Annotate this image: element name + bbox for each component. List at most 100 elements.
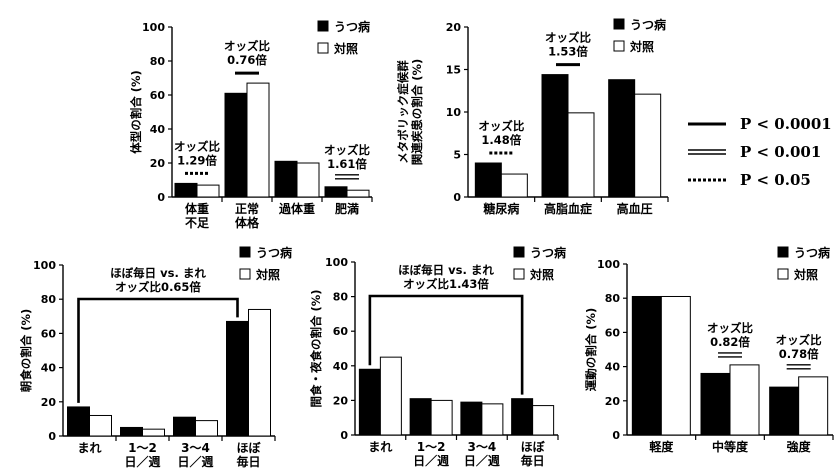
x-tick-label: まれ <box>368 440 392 454</box>
x-tick-label: 3～4 <box>181 441 210 455</box>
y-tick-label: 80 <box>41 293 57 306</box>
legend-label: うつ病 <box>530 245 566 260</box>
bar-depression <box>474 162 502 198</box>
odds-ratio-label: 1.29倍 <box>177 153 217 167</box>
odds-ratio-label: オッズ比 <box>224 39 270 53</box>
legend-label: 対照 <box>333 41 358 56</box>
bar-depression <box>173 416 196 437</box>
y-axis-label: 間食・夜食の割合 (%) <box>309 289 323 407</box>
key-label: P < 0.001 <box>740 143 821 161</box>
bar-depression <box>769 386 800 436</box>
bar-depression <box>700 372 731 436</box>
y-axis-label: 関連疾患の割合 (%) <box>410 59 424 166</box>
legend-swatch <box>513 246 525 258</box>
bar-control <box>196 184 220 198</box>
legend-label: 対照 <box>255 267 280 282</box>
legend-swatch <box>613 40 625 52</box>
y-tick-label: 40 <box>333 360 349 373</box>
y-tick-label: 20 <box>150 157 166 170</box>
y-tick-label: 10 <box>446 106 462 119</box>
y-axis-label: 運動の割合 (%) <box>584 308 598 392</box>
y-tick-label: 100 <box>142 21 165 34</box>
x-tick-label: 体重 <box>185 201 209 216</box>
x-tick-label: 1～2 <box>128 441 157 455</box>
comparison-label: ほぼ毎日 vs. まれ <box>110 266 206 280</box>
x-tick-label: 糖尿病 <box>483 201 519 216</box>
y-tick-label: 20 <box>605 395 621 408</box>
odds-ratio-label: オッズ比 <box>776 333 822 347</box>
bar-depression <box>541 74 569 198</box>
y-tick-label: 20 <box>333 394 349 407</box>
legend-swatch <box>513 268 525 280</box>
bar-depression <box>174 182 198 198</box>
x-tick-label: 毎日 <box>236 454 260 469</box>
y-tick-label: 60 <box>41 327 57 340</box>
odds-ratio-label: 0.82倍 <box>710 335 750 349</box>
bar-control <box>430 399 453 436</box>
legend-swatch <box>317 20 329 32</box>
y-tick-label: 60 <box>333 325 349 338</box>
odds-ratio-label: オッズ比 <box>324 143 370 157</box>
x-tick-label: 不足 <box>185 216 209 230</box>
odds-ratio-label: オッズ比 <box>707 321 753 335</box>
odds-ratio-label: 1.61倍 <box>327 157 367 171</box>
bar-control <box>729 364 760 436</box>
key-label: P < 0.0001 <box>740 115 832 133</box>
comparison-label: ほぼ毎日 vs. まれ <box>398 263 494 277</box>
bar-depression <box>608 79 636 198</box>
x-tick-label: 正常 <box>235 201 259 216</box>
bar-control <box>248 308 271 437</box>
bar-depression <box>120 426 143 437</box>
x-tick-label: 日／週 <box>177 454 213 469</box>
x-tick-label: 高血圧 <box>617 201 653 216</box>
legend-label: うつ病 <box>256 245 292 260</box>
y-tick-label: 100 <box>33 259 56 272</box>
x-tick-label: 日／週 <box>413 453 449 468</box>
y-tick-label: 40 <box>150 123 166 136</box>
y-tick-label: 20 <box>41 396 57 409</box>
odds-ratio-label: 0.76倍 <box>227 53 267 67</box>
y-tick-label: 0 <box>157 191 165 204</box>
x-tick-label: 体格 <box>235 215 260 230</box>
bar-control <box>195 420 218 437</box>
y-tick-label: 0 <box>340 429 348 442</box>
y-tick-label: 80 <box>333 291 349 304</box>
x-tick-label: 過体重 <box>278 201 315 216</box>
chart-c2: 0 5 10 15 20 メタボリック症候群 関連疾患の割合 (%) 糖尿病 高脂血症 高血圧 うつ… <box>396 17 669 216</box>
legend-label: うつ病 <box>630 17 666 32</box>
comparison-bracket <box>368 294 524 395</box>
bar-depression <box>324 186 348 198</box>
bar-control <box>142 428 165 437</box>
x-tick-label: まれ <box>77 441 101 455</box>
odds-ratio-label: 1.53倍 <box>548 45 588 59</box>
bar-control <box>89 414 112 437</box>
key-label: P < 0.05 <box>740 171 811 189</box>
y-axis-label: 体型の割合 (%) <box>129 70 143 154</box>
bar-control <box>379 356 402 436</box>
significance-key: P < 0.0001 P < 0.001 P < 0.05 <box>688 115 832 189</box>
y-tick-label: 100 <box>325 256 348 269</box>
y-tick-label: 80 <box>605 292 621 305</box>
legend-swatch <box>777 268 789 280</box>
bar-depression <box>409 398 432 436</box>
legend-swatch <box>613 18 625 30</box>
legend-swatch <box>239 268 251 280</box>
x-tick-label: 1～2 <box>417 440 446 454</box>
bar-control <box>500 173 528 198</box>
y-tick-label: 15 <box>446 64 461 77</box>
y-tick-label: 80 <box>150 55 166 68</box>
bar-control <box>246 82 270 198</box>
legend-label: うつ病 <box>794 245 830 260</box>
comparison-label: オッズ比0.65倍 <box>115 280 201 294</box>
x-tick-label: 軽度 <box>649 439 674 454</box>
bar-control <box>481 403 504 436</box>
odds-ratio-label: 0.78倍 <box>779 347 819 361</box>
bar-control <box>296 162 320 198</box>
bar-depression <box>631 295 662 436</box>
x-tick-label: ほぼ <box>236 441 261 455</box>
bar-depression <box>358 368 381 436</box>
